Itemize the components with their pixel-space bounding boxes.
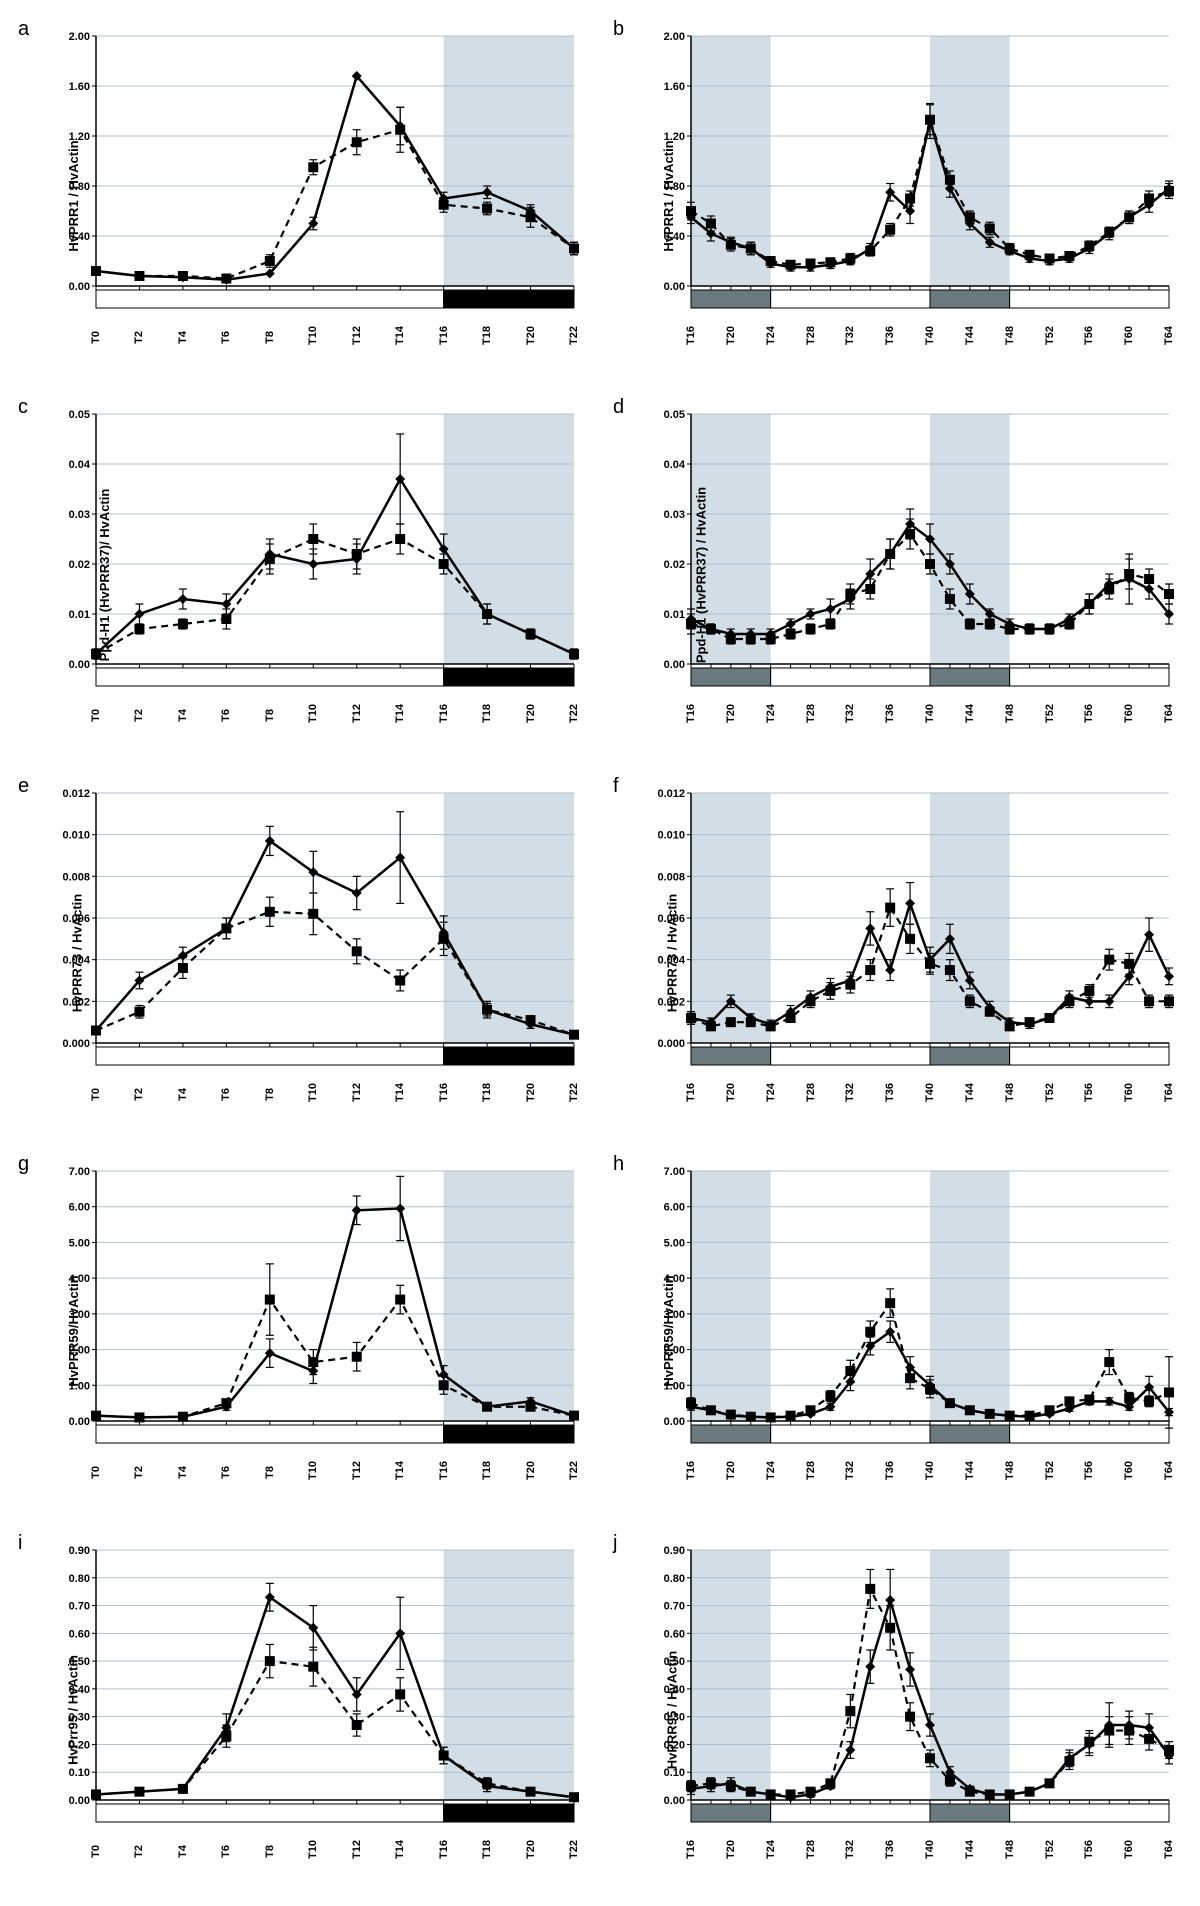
x-axis-ticks: T0T2T4T6T8T10T12T14T16T18T20T22 — [16, 1846, 584, 1886]
panel-i: iHvPrr95 / HvActin0.000.100.200.300.400.… — [16, 1530, 589, 1890]
svg-text:0.012: 0.012 — [62, 788, 90, 800]
panel-e: eHvPRR73 / HvActin0.0000.0020.0040.0060.… — [16, 773, 589, 1133]
svg-text:2.00: 2.00 — [69, 31, 90, 43]
svg-text:0.01: 0.01 — [69, 609, 90, 621]
panel-label: g — [18, 1153, 29, 1176]
panel-label: b — [613, 18, 624, 41]
svg-text:2.00: 2.00 — [664, 31, 685, 43]
svg-text:0.90: 0.90 — [664, 1545, 685, 1557]
panel-g: gHvPRR59/HvActin0.001.002.003.004.005.00… — [16, 1151, 589, 1511]
x-axis-ticks: T16T20T24T28T32T36T40T44T48T52T56T60T64 — [611, 710, 1179, 750]
x-axis-ticks: T0T2T4T6T8T10T12T14T16T18T20T22 — [16, 332, 584, 372]
y-axis-label: HvPRR95 / HvActin — [665, 1651, 680, 1769]
y-axis-label: HvPRR73 / HvActin — [665, 894, 680, 1012]
svg-text:0.70: 0.70 — [69, 1600, 90, 1612]
panel-label: f — [613, 775, 619, 798]
svg-text:0.05: 0.05 — [69, 409, 90, 421]
svg-text:0.00: 0.00 — [664, 1795, 685, 1807]
svg-text:0.008: 0.008 — [657, 871, 685, 883]
y-axis-label: Ppd-H1 (HvPRR37) / HvActin — [694, 486, 709, 662]
panel-label: c — [18, 396, 28, 419]
panel-b: bHvPRR1 / HvActin0.000.400.801.201.602.0… — [611, 16, 1184, 376]
panel-label: a — [18, 18, 29, 41]
svg-text:0.80: 0.80 — [664, 1572, 685, 1584]
svg-text:0.000: 0.000 — [62, 1038, 90, 1050]
svg-text:0.02: 0.02 — [664, 559, 685, 571]
svg-text:0.00: 0.00 — [69, 1416, 90, 1428]
y-axis-label: HvPRR59/HvActin — [661, 1276, 676, 1387]
svg-text:0.008: 0.008 — [62, 871, 90, 883]
svg-text:0.04: 0.04 — [69, 459, 91, 471]
svg-text:1.60: 1.60 — [664, 81, 685, 93]
y-axis-label: HvPRR73 / HvActin — [70, 894, 85, 1012]
panel-label: h — [613, 1153, 624, 1176]
x-axis-ticks: T0T2T4T6T8T10T12T14T16T18T20T22 — [16, 710, 584, 750]
y-axis-label: Ppd-H1 (HvPRR37)/ HvActin — [97, 488, 112, 661]
svg-text:0.90: 0.90 — [69, 1545, 90, 1557]
svg-text:0.00: 0.00 — [664, 1416, 685, 1428]
panel-label: d — [613, 396, 624, 419]
panel-h: hHvPRR59/HvActin0.001.002.003.004.005.00… — [611, 1151, 1184, 1511]
svg-text:0.60: 0.60 — [664, 1628, 685, 1640]
x-axis-ticks: T0T2T4T6T8T10T12T14T16T18T20T22 — [16, 1467, 584, 1507]
svg-text:7.00: 7.00 — [69, 1166, 90, 1178]
svg-text:0.00: 0.00 — [69, 659, 90, 671]
svg-text:0.01: 0.01 — [664, 609, 685, 621]
x-axis-ticks: T16T20T24T28T32T36T40T44T48T52T56T60T64 — [611, 332, 1179, 372]
y-axis-label: HvPRR1 / HvActin — [661, 141, 676, 252]
panel-label: e — [18, 775, 29, 798]
svg-text:0.60: 0.60 — [69, 1628, 90, 1640]
x-axis-ticks: T16T20T24T28T32T36T40T44T48T52T56T60T64 — [611, 1846, 1179, 1886]
svg-text:0.10: 0.10 — [69, 1767, 90, 1779]
y-axis-label: HvPRR1 / HvActin — [66, 141, 81, 252]
svg-text:0.00: 0.00 — [664, 659, 685, 671]
panel-a: aHvPRR1 / HvActin0.000.400.801.201.602.0… — [16, 16, 589, 376]
y-axis-label: HvPrr95 / HvActin — [65, 1655, 80, 1765]
y-axis-label: HvPRR59/HvActin — [66, 1276, 81, 1387]
svg-text:0.05: 0.05 — [664, 409, 685, 421]
panel-label: i — [18, 1532, 22, 1555]
panel-d: d Ppd-H1 (HvPRR37) / HvActin 0.00 0.01 0.02 0… — [611, 394, 1184, 754]
x-axis-ticks: T16T20T24T28T32T36T40T44T48T52T56T60T64 — [611, 1089, 1179, 1129]
svg-text:0.000: 0.000 — [657, 1038, 685, 1050]
svg-text:1.60: 1.60 — [69, 81, 90, 93]
svg-text:5.00: 5.00 — [69, 1238, 90, 1250]
svg-text:0.00: 0.00 — [664, 281, 685, 293]
svg-text:6.00: 6.00 — [664, 1202, 685, 1214]
svg-text:0.010: 0.010 — [62, 829, 90, 841]
svg-text:0.00: 0.00 — [69, 1795, 90, 1807]
svg-text:0.03: 0.03 — [69, 509, 90, 521]
x-axis-ticks: T0T2T4T6T8T10T12T14T16T18T20T22 — [16, 1089, 584, 1129]
svg-text:6.00: 6.00 — [69, 1202, 90, 1214]
svg-text:7.00: 7.00 — [664, 1166, 685, 1178]
svg-text:0.02: 0.02 — [69, 559, 90, 571]
panel-f: fHvPRR73 / HvActin0.0000.0020.0040.0060.… — [611, 773, 1184, 1133]
svg-text:0.70: 0.70 — [664, 1600, 685, 1612]
svg-text:0.80: 0.80 — [69, 1572, 90, 1584]
svg-text:5.00: 5.00 — [664, 1238, 685, 1250]
x-axis-ticks: T16T20T24T28T32T36T40T44T48T52T56T60T64 — [611, 1467, 1179, 1507]
panel-label: j — [613, 1532, 617, 1555]
svg-text:0.00: 0.00 — [69, 281, 90, 293]
svg-text:0.010: 0.010 — [657, 829, 685, 841]
panel-c: c Ppd-H1 (HvPRR37)/ HvActin 0.00 0.01 0.02 0.… — [16, 394, 589, 754]
chart-grid: aHvPRR1 / HvActin0.000.400.801.201.602.0… — [16, 16, 1184, 1890]
svg-text:0.04: 0.04 — [664, 459, 686, 471]
svg-text:0.012: 0.012 — [657, 788, 685, 800]
panel-j: jHvPRR95 / HvActin0.000.100.200.300.400.… — [611, 1530, 1184, 1890]
svg-text:0.03: 0.03 — [664, 509, 685, 521]
